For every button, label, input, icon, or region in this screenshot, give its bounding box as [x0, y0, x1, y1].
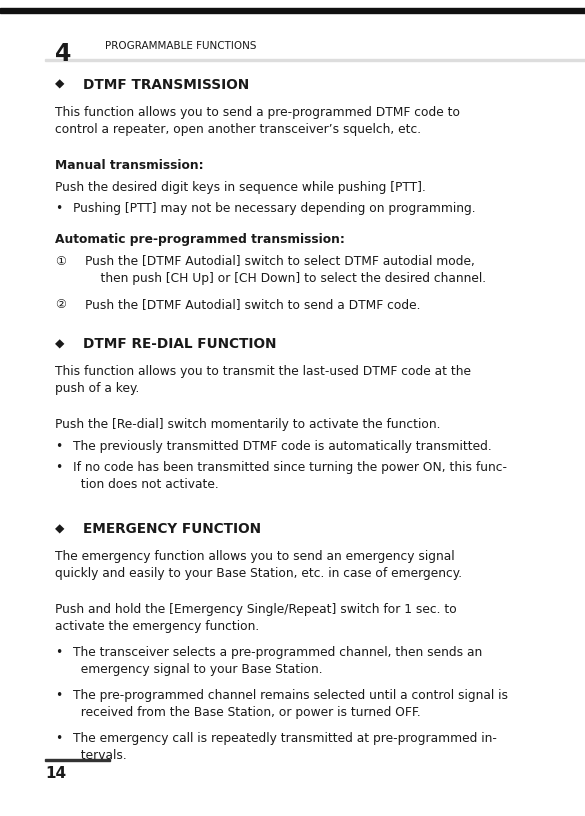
- Text: DTMF TRANSMISSION: DTMF TRANSMISSION: [83, 78, 249, 92]
- Text: Automatic pre-programmed transmission:: Automatic pre-programmed transmission:: [55, 233, 345, 246]
- Text: •: •: [55, 440, 62, 453]
- Text: ◆: ◆: [55, 338, 64, 351]
- Text: The emergency call is repeatedly transmitted at pre-programmed in-
  tervals.: The emergency call is repeatedly transmi…: [73, 733, 497, 762]
- Text: •: •: [55, 690, 62, 703]
- Text: The emergency function allows you to send an emergency signal
quickly and easily: The emergency function allows you to sen…: [55, 551, 462, 580]
- Text: Push the [DTMF Autodial] switch to send a DTMF code.: Push the [DTMF Autodial] switch to send …: [85, 298, 421, 311]
- Text: ◆: ◆: [55, 78, 64, 91]
- Text: DTMF RE-DIAL FUNCTION: DTMF RE-DIAL FUNCTION: [83, 338, 277, 352]
- Text: The transceiver selects a pre-programmed channel, then sends an
  emergency sign: The transceiver selects a pre-programmed…: [73, 646, 482, 676]
- Text: The previously transmitted DTMF code is automatically transmitted.: The previously transmitted DTMF code is …: [73, 440, 492, 453]
- Text: 14: 14: [45, 766, 66, 781]
- Text: Push and hold the [Emergency Single/Repeat] switch for 1 sec. to
activate the em: Push and hold the [Emergency Single/Repe…: [55, 604, 457, 633]
- Text: PROGRAMMABLE FUNCTIONS: PROGRAMMABLE FUNCTIONS: [105, 41, 256, 51]
- Text: Push the [Re-dial] switch momentarily to activate the function.: Push the [Re-dial] switch momentarily to…: [55, 419, 441, 432]
- Text: Push the desired digit keys in sequence while pushing [PTT].: Push the desired digit keys in sequence …: [55, 180, 426, 193]
- Bar: [0, 7, 585, 13]
- Text: EMERGENCY FUNCTION: EMERGENCY FUNCTION: [83, 522, 261, 536]
- Text: •: •: [55, 462, 62, 474]
- Text: Pushing [PTT] may not be necessary depending on programming.: Pushing [PTT] may not be necessary depen…: [73, 202, 476, 215]
- Bar: [45, 759, 110, 761]
- Bar: [45, 60, 585, 61]
- Text: This function allows you to send a pre-programmed DTMF code to
control a repeate: This function allows you to send a pre-p…: [55, 106, 460, 136]
- Text: 4: 4: [55, 42, 71, 66]
- Text: ◆: ◆: [55, 522, 64, 535]
- Text: If no code has been transmitted since turning the power ON, this func-
  tion do: If no code has been transmitted since tu…: [73, 462, 507, 491]
- Text: •: •: [55, 202, 62, 215]
- Text: The pre-programmed channel remains selected until a control signal is
  received: The pre-programmed channel remains selec…: [73, 690, 508, 720]
- Text: •: •: [55, 733, 62, 746]
- Text: •: •: [55, 646, 62, 659]
- Text: ①: ①: [55, 255, 66, 268]
- Text: This function allows you to transmit the last-used DTMF code at the
push of a ke: This function allows you to transmit the…: [55, 366, 471, 396]
- Text: ②: ②: [55, 298, 66, 311]
- Text: Push the [DTMF Autodial] switch to select DTMF autodial mode,
    then push [CH : Push the [DTMF Autodial] switch to selec…: [85, 255, 486, 285]
- Text: Manual transmission:: Manual transmission:: [55, 159, 204, 172]
